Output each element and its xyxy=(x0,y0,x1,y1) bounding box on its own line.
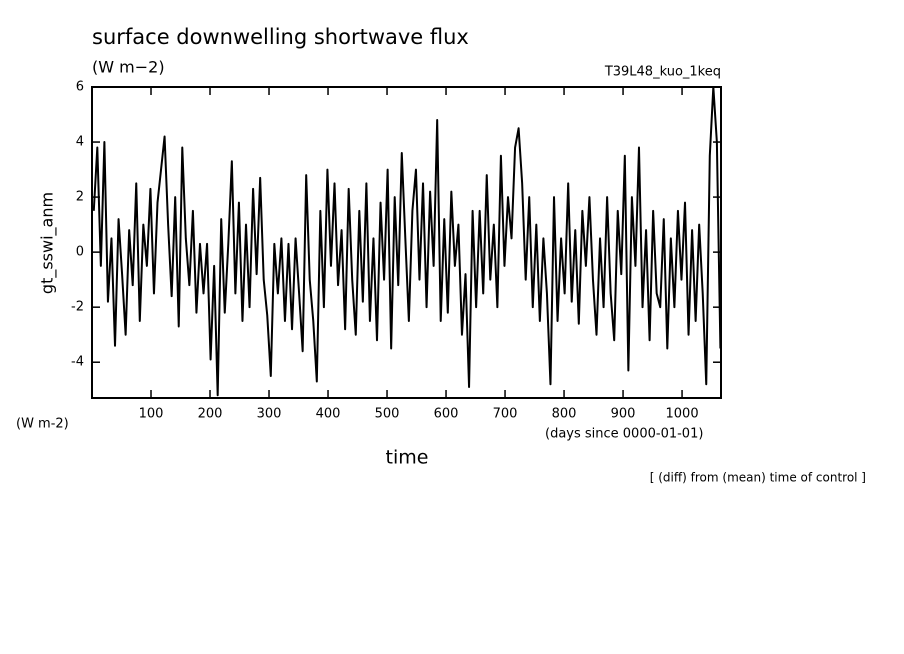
y-tick-label: 6 xyxy=(76,80,84,95)
x-tick-label: 400 xyxy=(316,407,341,422)
run-label: T39L48_kuo_1keq xyxy=(604,65,721,80)
x-tick-label: 100 xyxy=(139,407,164,422)
units-label: (W m−2) xyxy=(92,58,165,77)
x-tick-label: 800 xyxy=(552,407,577,422)
y-tick-label: 2 xyxy=(76,190,84,205)
x-tick-label: 600 xyxy=(434,407,459,422)
y-tick-label: -2 xyxy=(71,300,84,315)
data-line xyxy=(92,86,722,397)
x-tick-label: 500 xyxy=(375,407,400,422)
plot-frame xyxy=(91,86,722,399)
note: [ (diff) from (mean) time of control ] xyxy=(650,471,866,485)
y-axis-label: gt_sswi_anm xyxy=(38,192,58,294)
x-tick-label: 200 xyxy=(198,407,223,422)
x-tick-label: 1000 xyxy=(666,407,699,422)
y-units-label: (W m-2) xyxy=(16,417,69,432)
x-units-label: (days since 0000-01-01) xyxy=(545,427,703,442)
plot-area: -4 -2 0 2 4 6 100 200 300 400 500 600 700 800 900 1000 xyxy=(71,80,722,422)
y-tick-label: 4 xyxy=(76,135,84,150)
x-tick-label: 900 xyxy=(611,407,636,422)
chart-title: surface downwelling shortwave flux xyxy=(92,25,469,49)
y-tick-label: 0 xyxy=(76,245,84,260)
y-tick-label: -4 xyxy=(71,355,84,370)
x-tick-label: 700 xyxy=(493,407,518,422)
x-tick-label: 300 xyxy=(257,407,282,422)
x-axis-label: time xyxy=(386,447,429,469)
